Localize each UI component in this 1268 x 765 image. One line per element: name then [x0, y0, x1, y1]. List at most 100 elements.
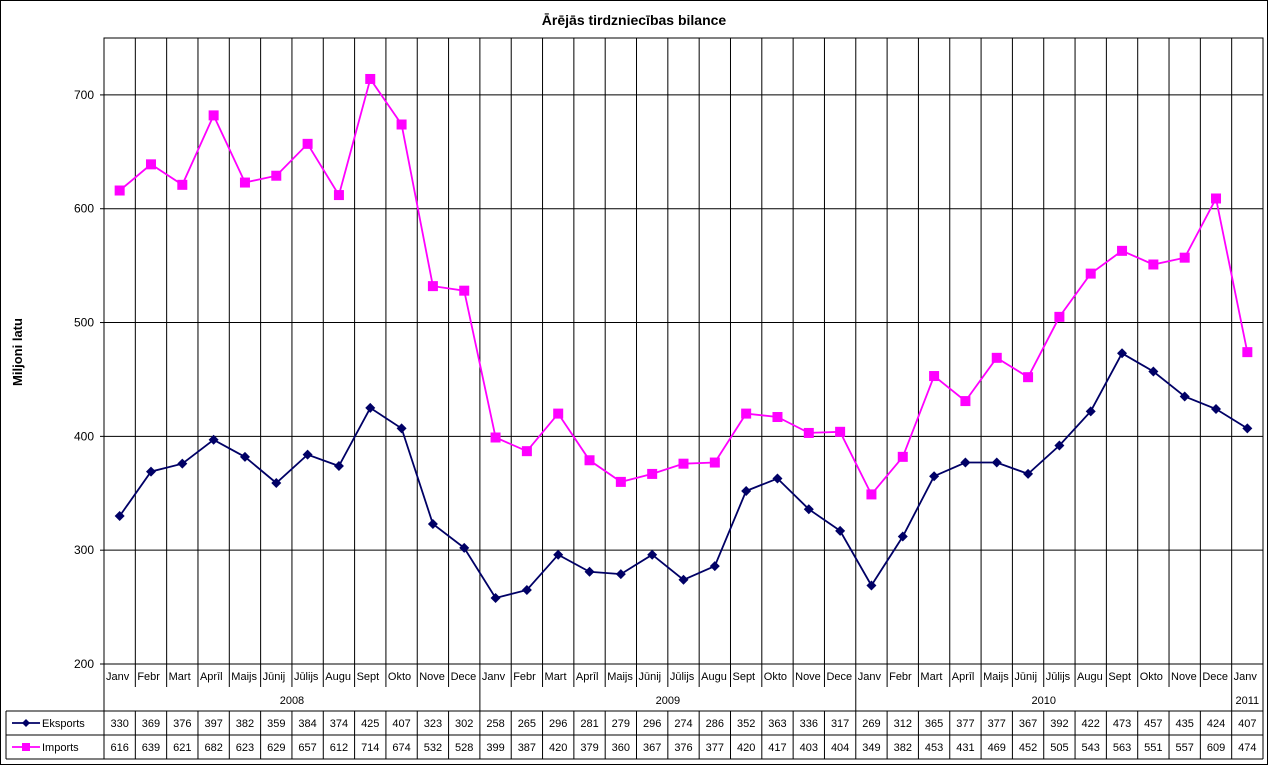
x-category-label: Dece [1202, 671, 1228, 683]
table-cell-value: 609 [1207, 742, 1225, 754]
x-category-label: Janv [1234, 671, 1258, 683]
point-eksports [271, 478, 282, 489]
x-category-label: Sept [357, 671, 380, 683]
table-cell-value: 404 [831, 742, 849, 754]
point-imports [239, 177, 250, 188]
legend-label: Imports [42, 742, 79, 754]
table-cell-value: 302 [455, 718, 473, 730]
year-label: 2011 [1236, 695, 1260, 707]
table-cell-value: 435 [1176, 718, 1194, 730]
table-cell-value: 336 [800, 718, 818, 730]
table-cell-value: 379 [580, 742, 598, 754]
table-cell-value: 377 [706, 742, 724, 754]
point-eksports [1117, 348, 1128, 359]
point-eksports [803, 504, 814, 515]
chart-title: Ārējās tirdzniecības bilance [542, 12, 727, 28]
table-cell-value: 296 [549, 718, 567, 730]
point-eksports [1085, 406, 1096, 417]
point-imports [709, 457, 720, 468]
y-tick-label: 400 [74, 429, 94, 443]
table-cell-value: 286 [706, 718, 724, 730]
table-cell-value: 403 [800, 742, 818, 754]
x-category-label: Maijs [983, 671, 1009, 683]
table-cell-value: 431 [956, 742, 974, 754]
table-cell-value: 296 [643, 718, 661, 730]
point-eksports [1148, 366, 1159, 377]
point-imports [459, 285, 470, 296]
point-imports [1117, 245, 1128, 256]
table-cell-value: 420 [737, 742, 755, 754]
point-eksports [647, 549, 658, 560]
x-category-label: Sept [1108, 671, 1131, 683]
point-imports [145, 159, 156, 170]
table-cell-value: 557 [1176, 742, 1194, 754]
table-cell-value: 312 [894, 718, 912, 730]
table-cell-value: 377 [988, 718, 1006, 730]
point-eksports [333, 460, 344, 471]
table-cell-value: 543 [1082, 742, 1100, 754]
point-eksports [427, 519, 438, 530]
x-category-label: Aprīl [952, 671, 975, 683]
point-eksports [490, 592, 501, 603]
point-imports [1179, 252, 1190, 263]
table-cell-value: 399 [486, 742, 504, 754]
point-eksports [1242, 423, 1253, 434]
table-cell-value: 623 [236, 742, 254, 754]
table-cell-value: 349 [862, 742, 880, 754]
table-cell-value: 424 [1207, 718, 1225, 730]
point-imports [647, 468, 658, 479]
table-cell-value: 376 [674, 742, 692, 754]
table-cell-value: 422 [1082, 718, 1100, 730]
x-category-label: Mart [545, 671, 567, 683]
point-eksports [835, 525, 846, 536]
x-category-label: Janv [482, 671, 506, 683]
x-category-label: Mart [920, 671, 942, 683]
table-cell-value: 621 [173, 742, 191, 754]
point-eksports [866, 580, 877, 591]
year-label: 2008 [280, 695, 304, 707]
table-cell-value: 528 [455, 742, 473, 754]
table-cell-value: 392 [1050, 718, 1068, 730]
x-category-label: Mart [169, 671, 191, 683]
table-cell-value: 382 [894, 742, 912, 754]
table-cell-value: 425 [361, 718, 379, 730]
y-tick-label: 600 [74, 202, 94, 216]
table-cell-value: 387 [518, 742, 536, 754]
table-cell-value: 384 [298, 718, 316, 730]
point-imports [991, 352, 1002, 363]
data-table: Janv Febr Mart Aprīl Maijs Jūnij Jūlijs Augu Sep… [5, 664, 1264, 760]
series-eksports [114, 348, 1253, 603]
table-cell-value: 330 [110, 718, 128, 730]
point-eksports [177, 458, 188, 469]
point-eksports [396, 423, 407, 434]
year-label: 2010 [1031, 695, 1055, 707]
point-imports [741, 408, 752, 419]
point-eksports [741, 485, 752, 496]
y-tick-label: 200 [74, 657, 94, 671]
table-cell-value: 360 [612, 742, 630, 754]
y-axis-ticks: 200 300 400 500 600 700 [74, 88, 104, 671]
table-cell-value: 473 [1113, 718, 1131, 730]
point-imports [396, 119, 407, 130]
point-imports [177, 179, 188, 190]
x-category-label: Jūnij [639, 671, 662, 683]
point-imports [365, 73, 376, 84]
year-label: 2009 [656, 695, 680, 707]
point-imports [553, 408, 564, 419]
point-eksports [459, 542, 470, 553]
x-category-label: Aprīl [200, 671, 223, 683]
table-cell-value: 612 [330, 742, 348, 754]
table-cell-value: 639 [142, 742, 160, 754]
point-eksports [772, 473, 783, 484]
table-cell-value: 452 [1019, 742, 1037, 754]
point-eksports [929, 471, 940, 482]
point-imports [1023, 372, 1034, 383]
table-cell-value: 469 [988, 742, 1006, 754]
point-eksports [521, 585, 532, 596]
table-cell-value: 281 [580, 718, 598, 730]
plot-area [103, 37, 1264, 665]
point-imports [866, 489, 877, 500]
point-eksports [145, 466, 156, 477]
legend-label: Eksports [42, 718, 85, 730]
point-imports [490, 432, 501, 443]
